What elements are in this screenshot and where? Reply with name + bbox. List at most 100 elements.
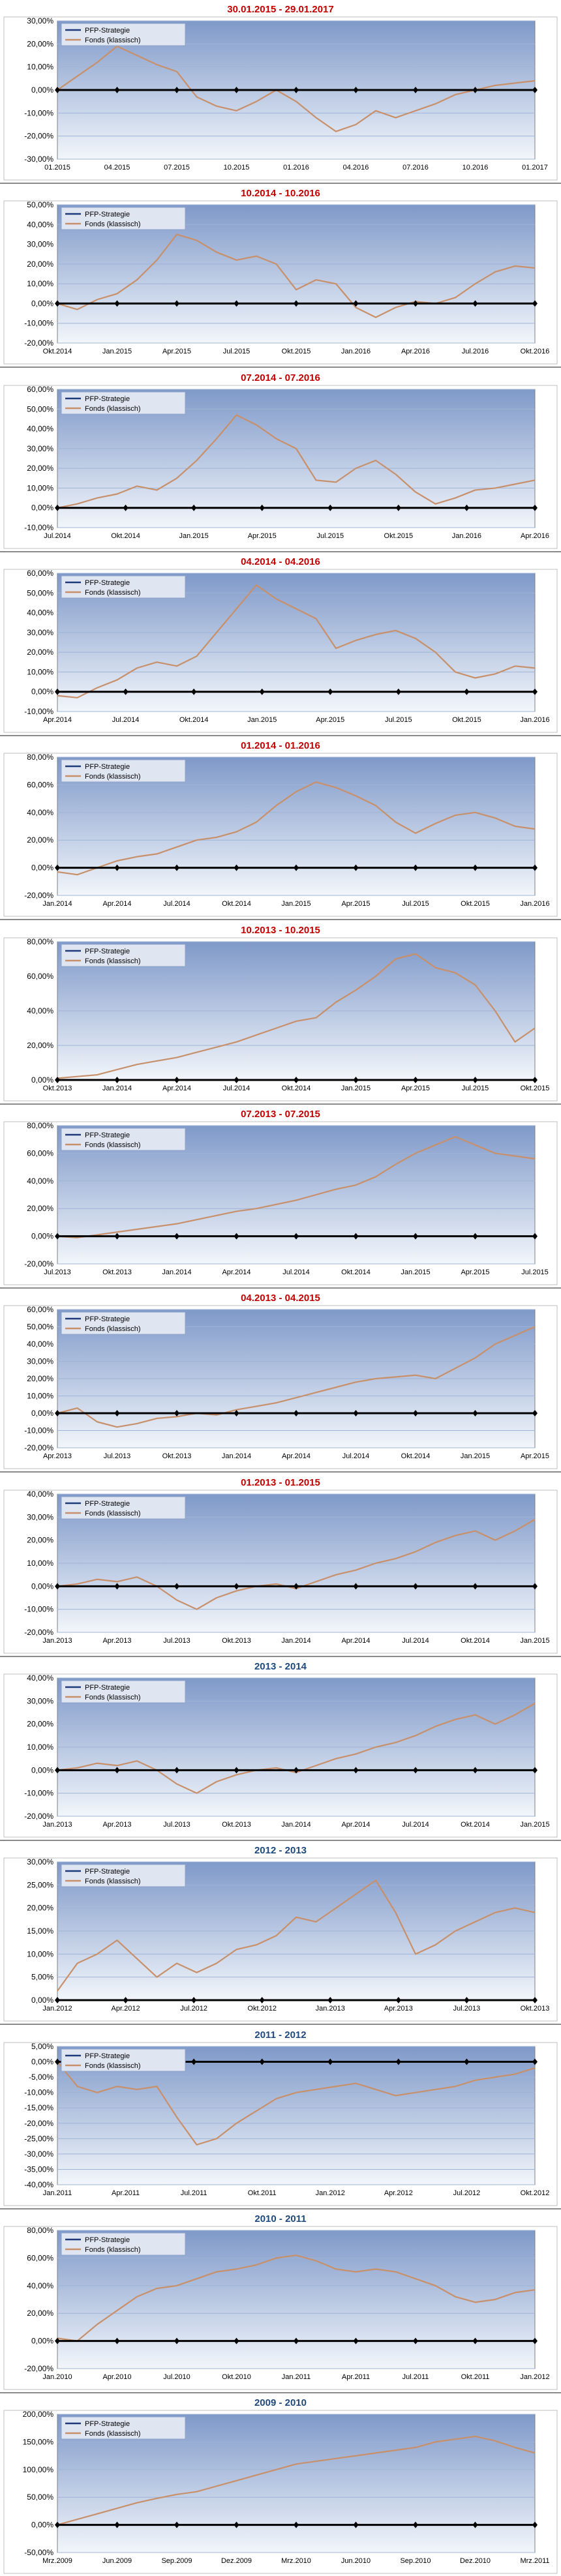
x-tick-label: Apr.2011 bbox=[342, 2373, 370, 2381]
y-tick-label: -20,00% bbox=[24, 338, 53, 348]
x-tick-label: Okt.2013 bbox=[222, 1821, 251, 1829]
axis-marker bbox=[532, 688, 538, 695]
y-tick-label: -30,00% bbox=[24, 2149, 53, 2159]
y-tick-label: 5,00% bbox=[31, 2042, 53, 2051]
axis-marker bbox=[294, 87, 299, 93]
x-tick-label: Jan.2014 bbox=[281, 1637, 311, 1645]
x-tick-label: Okt.2015 bbox=[384, 532, 414, 540]
chart-block: 2011 - 2012 -40,00% -35,00% -30,00% -25,00% -… bbox=[0, 2026, 561, 2208]
legend bbox=[61, 575, 186, 599]
x-tick-label: Jan.2012 bbox=[520, 2373, 549, 2381]
y-tick-label: 20,00% bbox=[27, 1041, 53, 1050]
axis-marker bbox=[55, 87, 60, 93]
x-tick-label: Jan.2013 bbox=[316, 2005, 345, 2013]
y-tick-label: 10,00% bbox=[27, 483, 53, 492]
x-tick-label: Jan.2016 bbox=[452, 532, 481, 540]
x-tick-label: Jul.2014 bbox=[402, 1637, 429, 1645]
x-tick-label: Jul.2014 bbox=[223, 1085, 250, 1092]
axis-marker bbox=[395, 688, 401, 695]
axis-marker bbox=[532, 2058, 538, 2065]
axis-marker bbox=[294, 864, 299, 871]
x-tick-label: Okt.2011 bbox=[248, 2189, 277, 2197]
x-tick-label: 10.2016 bbox=[462, 164, 489, 172]
axis-marker bbox=[114, 2337, 120, 2344]
y-tick-label: 40,00% bbox=[27, 608, 53, 618]
y-tick-label: -20,00% bbox=[24, 891, 53, 900]
axis-marker bbox=[174, 1077, 179, 1083]
chart-title: 10.2013 - 10.2015 bbox=[241, 925, 320, 936]
x-tick-label: Apr.2015 bbox=[248, 532, 277, 540]
chart-block: 01.2013 - 01.2015 -20,00% -10,00% 0,00% 10,0… bbox=[0, 1473, 561, 1656]
line-chart: 0,00% 5,00% 10,00% 15,00% 20,00% 25,00% 30,00%… bbox=[3, 1857, 558, 2022]
series-line-fonds bbox=[57, 2254, 536, 2342]
x-tick-label: Apr.2015 bbox=[401, 1085, 430, 1092]
x-tick-label: Mrz.2011 bbox=[520, 2557, 549, 2565]
y-tick-label: -20,00% bbox=[24, 2364, 53, 2373]
legend-label-strategy: PFP-Strategie bbox=[85, 1315, 130, 1323]
legend bbox=[61, 23, 186, 46]
y-tick-label: -20,00% bbox=[24, 1812, 53, 1821]
y-tick-label: -10,00% bbox=[24, 1426, 53, 1435]
y-tick-label: 30,00% bbox=[27, 628, 53, 637]
x-tick-label: Okt.2010 bbox=[222, 2373, 251, 2381]
x-tick-label: Apr.2010 bbox=[102, 2373, 131, 2381]
y-tick-label: 10,00% bbox=[27, 1392, 53, 1401]
y-tick-label: 80,00% bbox=[27, 1121, 53, 1130]
axis-marker bbox=[532, 504, 538, 511]
y-tick-label: 10,00% bbox=[27, 279, 53, 288]
chart-block: 10.2013 - 10.2015 0,00% 20,00% 40,00% 60,00%… bbox=[0, 921, 561, 1103]
legend-label-strategy: PFP-Strategie bbox=[85, 763, 130, 771]
y-tick-label: -20,00% bbox=[24, 132, 53, 141]
y-tick-label: 30,00% bbox=[27, 444, 53, 453]
x-tick-label: Jan.2014 bbox=[42, 900, 72, 908]
axis-marker bbox=[472, 2337, 478, 2344]
x-tick-label: Jul.2014 bbox=[282, 1268, 310, 1276]
chart-block: 2009 - 2010 -50,00% 0,00% 50,00% 100,00% 150,… bbox=[0, 2393, 561, 2576]
chart-title: 2012 - 2013 bbox=[254, 1845, 307, 1856]
axis-marker bbox=[472, 87, 478, 93]
chart-separator bbox=[0, 2392, 561, 2393]
x-tick-label: Sep.2010 bbox=[400, 2557, 431, 2565]
axis-marker bbox=[234, 300, 239, 307]
axis-marker bbox=[395, 2058, 401, 2065]
y-tick-label: 80,00% bbox=[27, 753, 53, 762]
legend-label-strategy: PFP-Strategie bbox=[85, 2052, 130, 2060]
y-tick-label: 5,00% bbox=[31, 1973, 53, 1982]
y-tick-label: 80,00% bbox=[27, 2226, 53, 2235]
line-chart: -30,00% -20,00% -10,00% 0,00% 10,00% 20,00% 30… bbox=[3, 16, 558, 181]
y-tick-label: 60,00% bbox=[27, 569, 53, 578]
chart-title: 01.2013 - 01.2015 bbox=[241, 1477, 320, 1488]
axis-marker bbox=[123, 504, 129, 511]
x-tick-label: Jan.2012 bbox=[42, 2005, 72, 2013]
y-tick-label: 0,00% bbox=[31, 85, 53, 95]
x-tick-label: Okt.2013 bbox=[521, 2005, 550, 2013]
series-line-fonds bbox=[57, 1880, 536, 1992]
axis-marker bbox=[353, 87, 359, 93]
x-tick-label: Jun.2009 bbox=[102, 2557, 132, 2565]
legend bbox=[61, 1680, 186, 1703]
y-tick-label: 100,00% bbox=[23, 2465, 54, 2474]
chart-block: 30.01.2015 - 29.01.2017 -30,00% -20,00% -10… bbox=[0, 0, 561, 183]
axis-marker bbox=[55, 2521, 60, 2528]
axis-marker bbox=[395, 504, 401, 511]
y-tick-label: 50,00% bbox=[27, 404, 53, 413]
y-tick-label: 30,00% bbox=[27, 16, 53, 25]
axis-marker bbox=[532, 1410, 538, 1416]
axis-marker bbox=[413, 300, 418, 307]
axis-marker bbox=[114, 300, 120, 307]
axis-marker bbox=[464, 2058, 470, 2065]
axis-marker bbox=[114, 87, 120, 93]
line-chart: -10,00% 0,00% 10,00% 20,00% 30,00% 40,00% 50,0… bbox=[3, 385, 558, 549]
axis-marker bbox=[353, 2521, 359, 2528]
legend bbox=[61, 1864, 186, 1887]
chart-block: 2013 - 2014 -20,00% -10,00% 0,00% 10,00% 20,0… bbox=[0, 1657, 561, 1840]
x-tick-label: Apr.2014 bbox=[102, 900, 131, 908]
x-tick-label: Jul.2014 bbox=[342, 1452, 370, 1460]
x-tick-label: Apr.2014 bbox=[43, 716, 72, 724]
x-tick-label: Jan.2015 bbox=[102, 348, 132, 355]
chart-block: 2012 - 2013 0,00% 5,00% 10,00% 15,00% 20,00% 2… bbox=[0, 1841, 561, 2024]
axis-marker bbox=[55, 1410, 60, 1416]
legend-label-fund: Fonds (klassisch) bbox=[85, 220, 141, 228]
y-tick-label: 20,00% bbox=[27, 260, 53, 269]
legend-label-fund: Fonds (klassisch) bbox=[85, 589, 141, 597]
